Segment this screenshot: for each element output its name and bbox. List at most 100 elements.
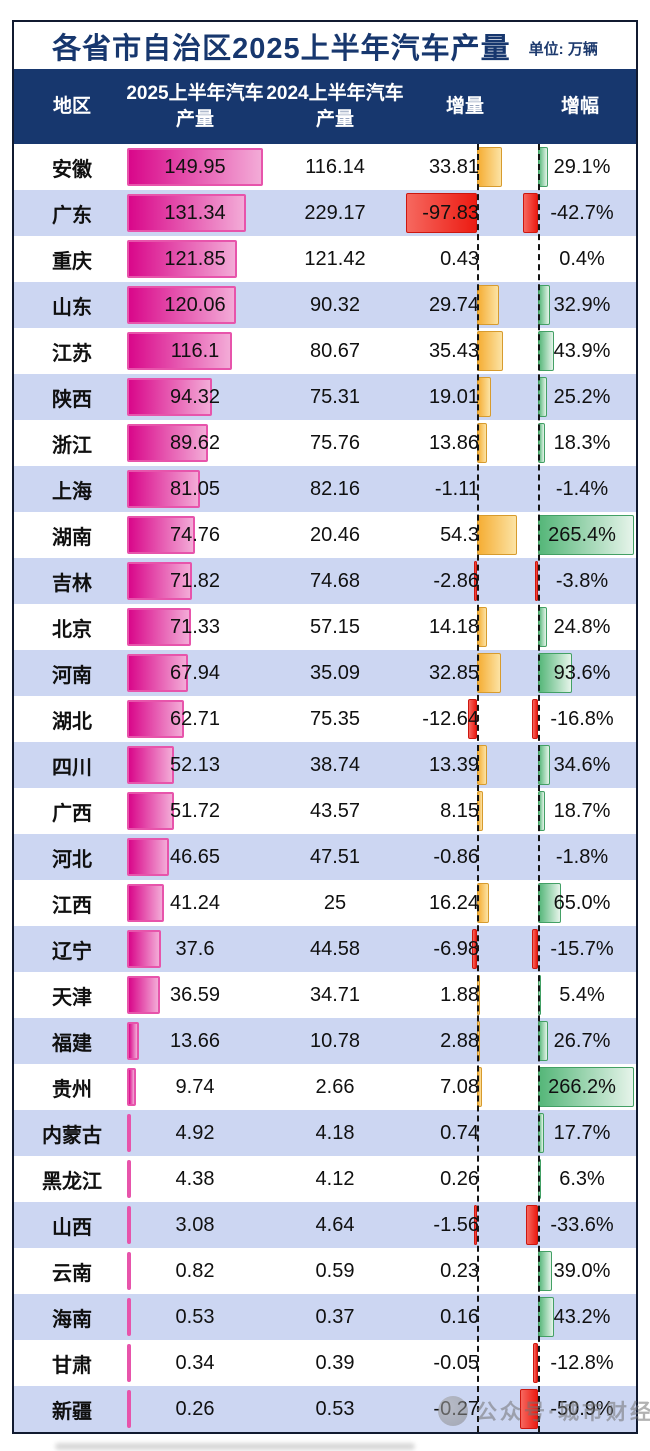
- production-2025-bar: [127, 976, 161, 1014]
- region-name: 云南: [52, 1262, 92, 1285]
- value-2025: 36.59: [169, 983, 221, 1006]
- region-name: 河北: [52, 848, 92, 871]
- value-delta: -2.86: [433, 569, 479, 592]
- region-name: 湖北: [52, 710, 92, 733]
- value-2024: 80.67: [309, 339, 361, 362]
- table-row: 江苏 116.1 80.67 35.43 43.9%: [14, 328, 636, 374]
- region-name: 黑龙江: [42, 1170, 102, 1193]
- value-2024: 116.14: [305, 155, 365, 178]
- value-2025: 94.32: [169, 385, 221, 408]
- value-delta: 29.74: [428, 293, 479, 316]
- table-row: 黑龙江 4.38 4.12 0.26 6.3%: [14, 1156, 636, 1202]
- value-2025: 89.62: [169, 431, 221, 454]
- value-growth-rate: -12.8%: [550, 1351, 614, 1374]
- delta-decrease-bar: [474, 1205, 477, 1245]
- region-name: 北京: [52, 618, 92, 641]
- region-name: 湖南: [52, 526, 92, 549]
- value-delta: 16.24: [428, 891, 479, 914]
- value-delta: 0.43: [440, 247, 479, 270]
- table-row: 河南 67.94 35.09 32.85 93.6%: [14, 650, 636, 696]
- growth-negative-bar: [532, 929, 538, 969]
- value-growth-rate: 265.4%: [548, 523, 616, 546]
- value-growth-rate: 17.7%: [553, 1121, 611, 1144]
- value-2025: 71.33: [169, 615, 221, 638]
- header-delta: 增量: [445, 95, 484, 117]
- region-name: 广东: [52, 204, 92, 227]
- value-2025: 41.24: [169, 891, 221, 914]
- production-2025-bar: [127, 1298, 131, 1336]
- production-2025-bar: [127, 1344, 131, 1382]
- value-2024: 35.09: [309, 661, 361, 684]
- value-2025: 120.06: [164, 293, 226, 316]
- table-header: 地区 2025上半年汽车产量 2024上半年汽车产量 增量 增幅: [14, 69, 636, 144]
- value-growth-rate: 6.3%: [559, 1167, 605, 1190]
- bottom-shadow-strip: [55, 1443, 415, 1450]
- region-name: 山东: [52, 296, 92, 319]
- value-delta: 0.26: [440, 1167, 479, 1190]
- region-name: 辽宁: [52, 940, 92, 963]
- growth-positive-bar: [538, 653, 572, 693]
- region-name: 海南: [52, 1308, 92, 1331]
- value-delta: 0.23: [440, 1259, 479, 1282]
- production-2025-bar: [127, 286, 236, 324]
- delta-decrease-bar: [405, 193, 477, 233]
- table-row: 湖北 62.71 75.35 -12.64 -16.8%: [14, 696, 636, 742]
- table-row: 云南 0.82 0.59 0.23 39.0%: [14, 1248, 636, 1294]
- region-name: 吉林: [52, 572, 92, 595]
- table-row: 四川 52.13 38.74 13.39 34.6%: [14, 742, 636, 788]
- value-growth-rate: 34.6%: [553, 753, 611, 776]
- production-2025-bar: [127, 148, 263, 186]
- table-body: 安徽 149.95 116.14 33.81 29.1% 广东 131.34 229.17 -9…: [14, 144, 650, 1432]
- title-band: 各省市自治区2025上半年汽车产量 单位: 万辆: [14, 22, 636, 69]
- value-delta: 13.86: [428, 431, 479, 454]
- value-2024: 2.66: [315, 1075, 355, 1098]
- value-delta: -1.11: [434, 477, 479, 500]
- region-name: 福建: [52, 1032, 92, 1055]
- growth-negative-bar: [533, 1343, 538, 1383]
- value-2024: 44.58: [309, 937, 361, 960]
- region-name: 河南: [52, 664, 92, 687]
- production-2025-bar: [127, 884, 165, 922]
- value-2025: 46.65: [169, 845, 221, 868]
- growth-negative-bar: [531, 699, 538, 739]
- value-2024: 75.31: [309, 385, 361, 408]
- region-name: 新疆: [52, 1400, 92, 1423]
- value-delta: 13.39: [428, 753, 479, 776]
- production-2025-bar: [127, 240, 238, 278]
- value-growth-rate: 93.6%: [553, 661, 611, 684]
- value-growth-rate: 18.7%: [553, 799, 611, 822]
- delta-increase-bar: [477, 515, 517, 555]
- table-row: 甘肃 0.34 0.39 -0.05 -12.8%: [14, 1340, 636, 1386]
- value-growth-rate: 25.2%: [553, 385, 611, 408]
- header-2024-output: 2024上半年汽车产量: [266, 82, 404, 130]
- value-2024: 229.17: [304, 201, 366, 224]
- table-row: 安徽 149.95 116.14 33.81 29.1%: [14, 144, 636, 190]
- growth-positive-bar: [538, 515, 634, 555]
- value-delta: 32.85: [428, 661, 479, 684]
- unit-label: 单位: 万辆: [528, 40, 598, 58]
- region-name: 四川: [52, 756, 92, 779]
- value-2025: 4.92: [175, 1121, 215, 1144]
- region-name: 江苏: [52, 342, 92, 365]
- value-delta: -12.64: [422, 707, 479, 730]
- value-2025: 37.6: [175, 937, 215, 960]
- value-growth-rate: 266.2%: [548, 1075, 616, 1098]
- value-delta: -0.86: [433, 845, 479, 868]
- delta-decrease-bar: [474, 561, 477, 601]
- region-name: 甘肃: [52, 1354, 92, 1377]
- production-2025-bar: [127, 930, 161, 968]
- value-growth-rate: 24.8%: [553, 615, 611, 638]
- value-delta: -0.05: [433, 1351, 479, 1374]
- value-delta: -1.56: [433, 1213, 479, 1236]
- table-row: 江西 41.24 25 16.24 65.0%: [14, 880, 636, 926]
- value-growth-rate: 43.9%: [553, 339, 611, 362]
- value-growth-rate: 39.0%: [553, 1259, 611, 1282]
- value-2024: 121.42: [304, 247, 366, 270]
- production-2025-bar: [127, 470, 201, 508]
- value-2024: 25: [323, 891, 347, 914]
- production-2025-bar: [127, 1206, 131, 1244]
- table-row: 新疆 0.26 0.53 -0.27 -50.9%: [14, 1386, 636, 1432]
- value-2025: 0.26: [175, 1397, 215, 1420]
- value-2025: 9.74: [175, 1075, 215, 1098]
- region-name: 广西: [52, 802, 92, 825]
